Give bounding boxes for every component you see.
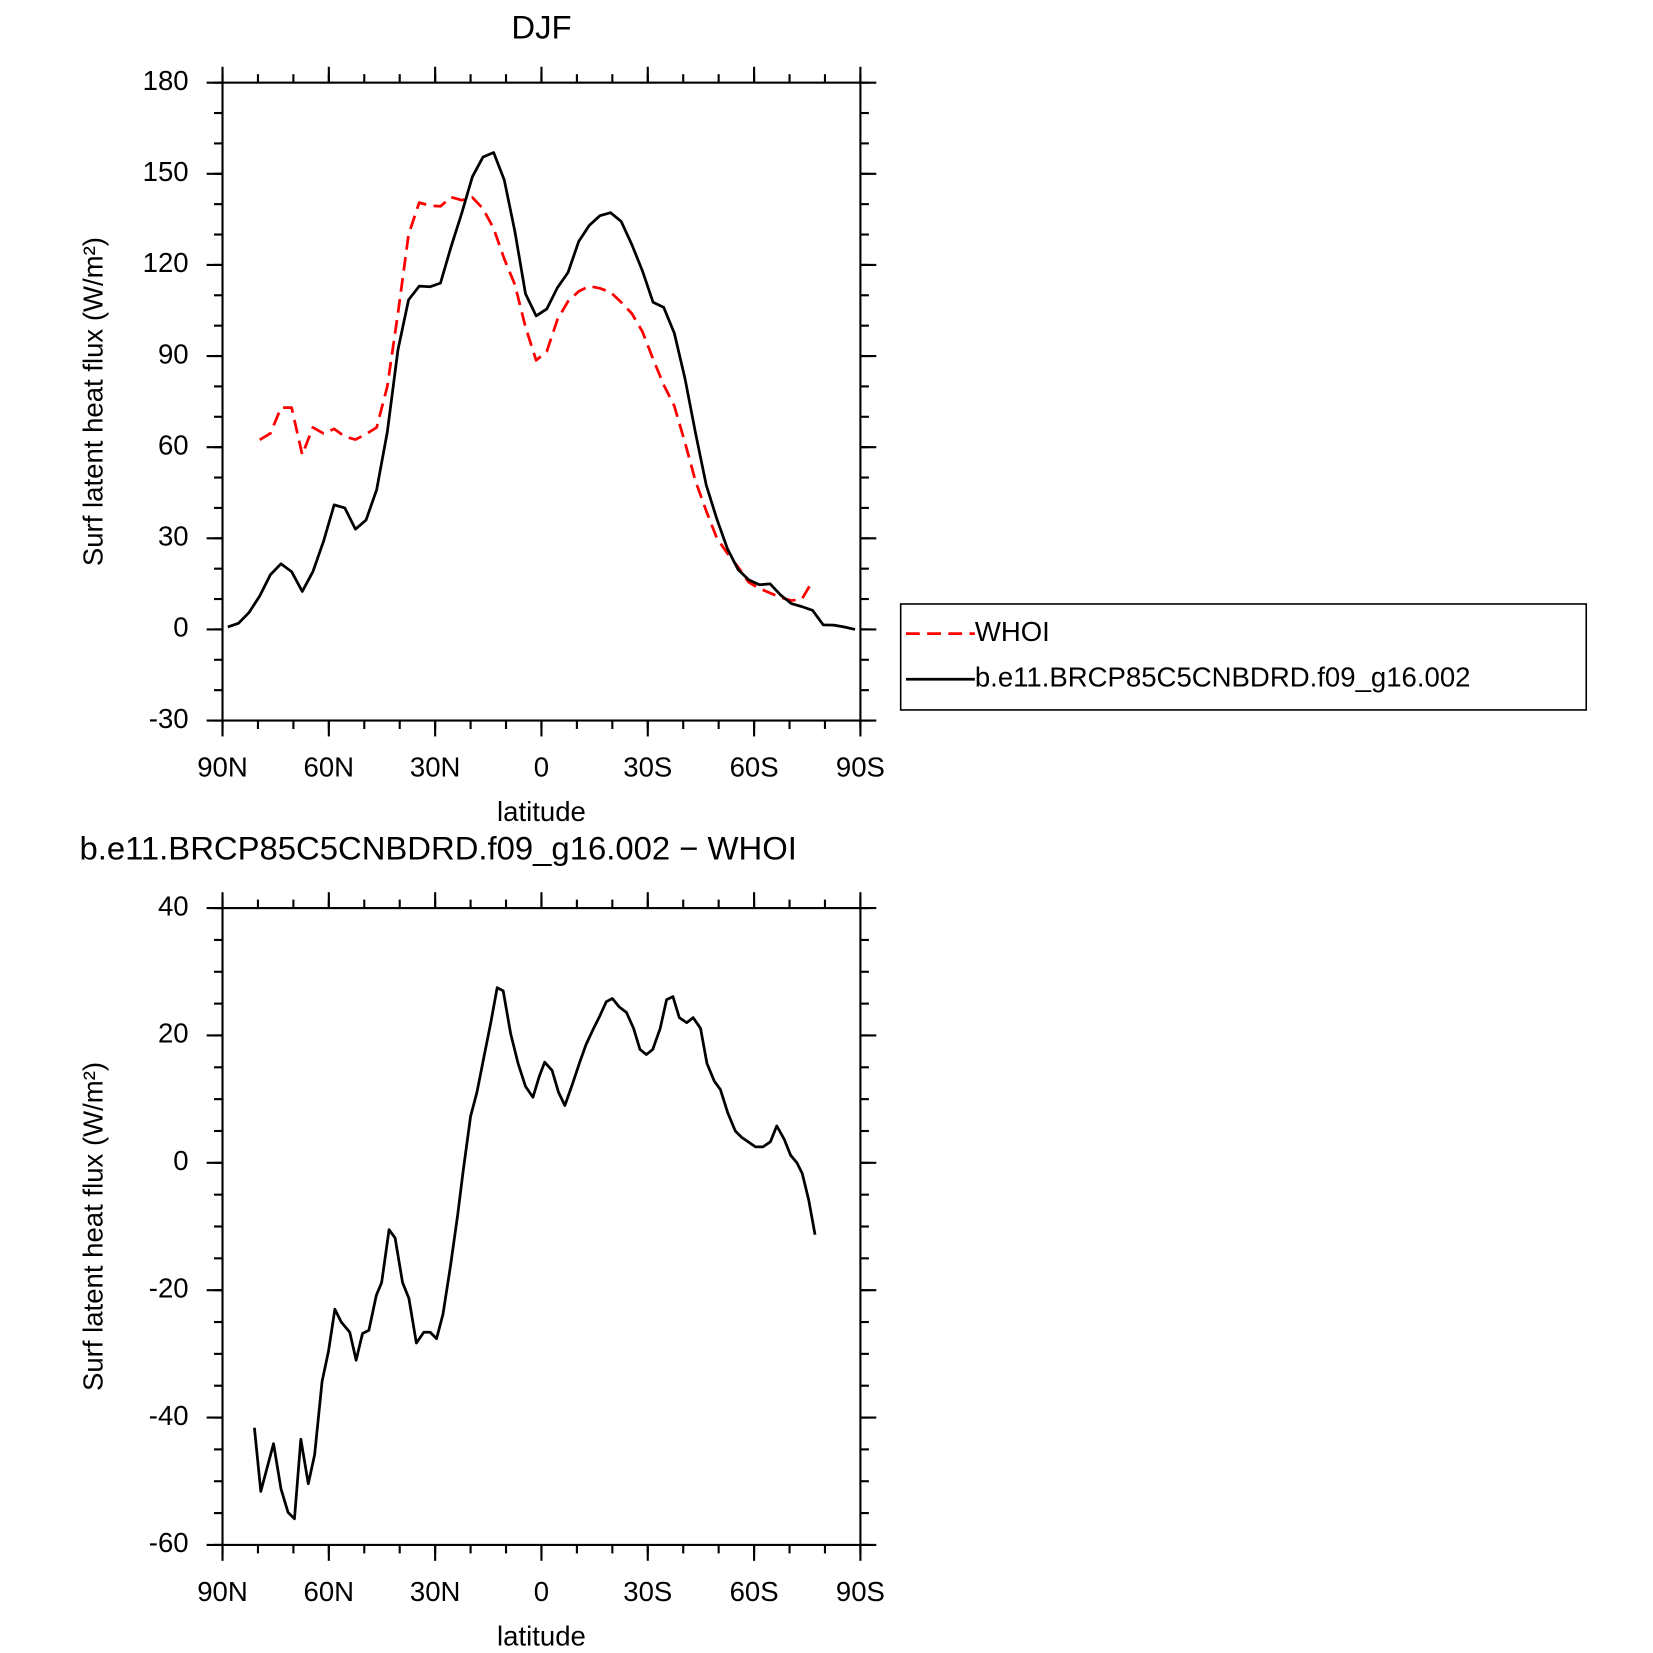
x-tick-label: 60S bbox=[730, 752, 779, 783]
y-tick-label: 20 bbox=[158, 1018, 189, 1049]
x-tick-label: 90N bbox=[197, 1576, 248, 1607]
y-tick-label: 40 bbox=[158, 890, 189, 921]
x-tick-label: 60N bbox=[304, 752, 355, 783]
plot-frame bbox=[221, 907, 862, 1546]
x-tick-label: 30S bbox=[623, 752, 672, 783]
x-tick-label: 90N bbox=[197, 752, 248, 783]
data-line bbox=[253, 986, 817, 1521]
y-tick-label: -30 bbox=[149, 703, 189, 734]
legend-box bbox=[899, 603, 1588, 711]
x-tick-label: 60N bbox=[304, 1576, 355, 1607]
y-tick-label: -60 bbox=[149, 1527, 189, 1558]
y-tick-label: 180 bbox=[143, 65, 189, 96]
y-axis-label: Surf latent heat flux (W/m²) bbox=[78, 237, 109, 566]
x-tick-label: 30S bbox=[623, 1576, 672, 1607]
y-tick-label: 60 bbox=[158, 429, 189, 460]
data-line bbox=[259, 195, 814, 602]
data-line bbox=[227, 151, 856, 631]
y-tick-label: 0 bbox=[173, 1145, 188, 1176]
x-axis-label: latitude bbox=[497, 796, 586, 827]
legend-label: b.e11.BRCP85C5CNBDRD.f09_g16.002 bbox=[975, 661, 1471, 692]
x-tick-label: 90S bbox=[836, 752, 885, 783]
x-tick-label: 30N bbox=[410, 752, 461, 783]
y-tick-label: 0 bbox=[173, 612, 188, 643]
legend-label: WHOI bbox=[975, 616, 1050, 647]
y-tick-label: 90 bbox=[158, 338, 189, 369]
chart-title: b.e11.BRCP85C5CNBDRD.f09_g16.002 − WHOI bbox=[79, 830, 796, 867]
y-tick-label: 30 bbox=[158, 521, 189, 552]
x-tick-label: 0 bbox=[534, 752, 549, 783]
y-axis-label: Surf latent heat flux (W/m²) bbox=[78, 1062, 109, 1391]
chart-title: DJF bbox=[511, 8, 571, 45]
x-tick-label: 60S bbox=[730, 1576, 779, 1607]
plot-frame bbox=[221, 81, 862, 722]
x-tick-label: 90S bbox=[836, 1576, 885, 1607]
y-tick-label: -20 bbox=[149, 1272, 189, 1303]
y-tick-label: -40 bbox=[149, 1400, 189, 1431]
y-tick-label: 120 bbox=[143, 247, 189, 278]
x-tick-label: 0 bbox=[534, 1576, 549, 1607]
y-tick-label: 150 bbox=[143, 156, 189, 187]
x-axis-label: latitude bbox=[497, 1620, 586, 1651]
x-tick-label: 30N bbox=[410, 1576, 461, 1607]
